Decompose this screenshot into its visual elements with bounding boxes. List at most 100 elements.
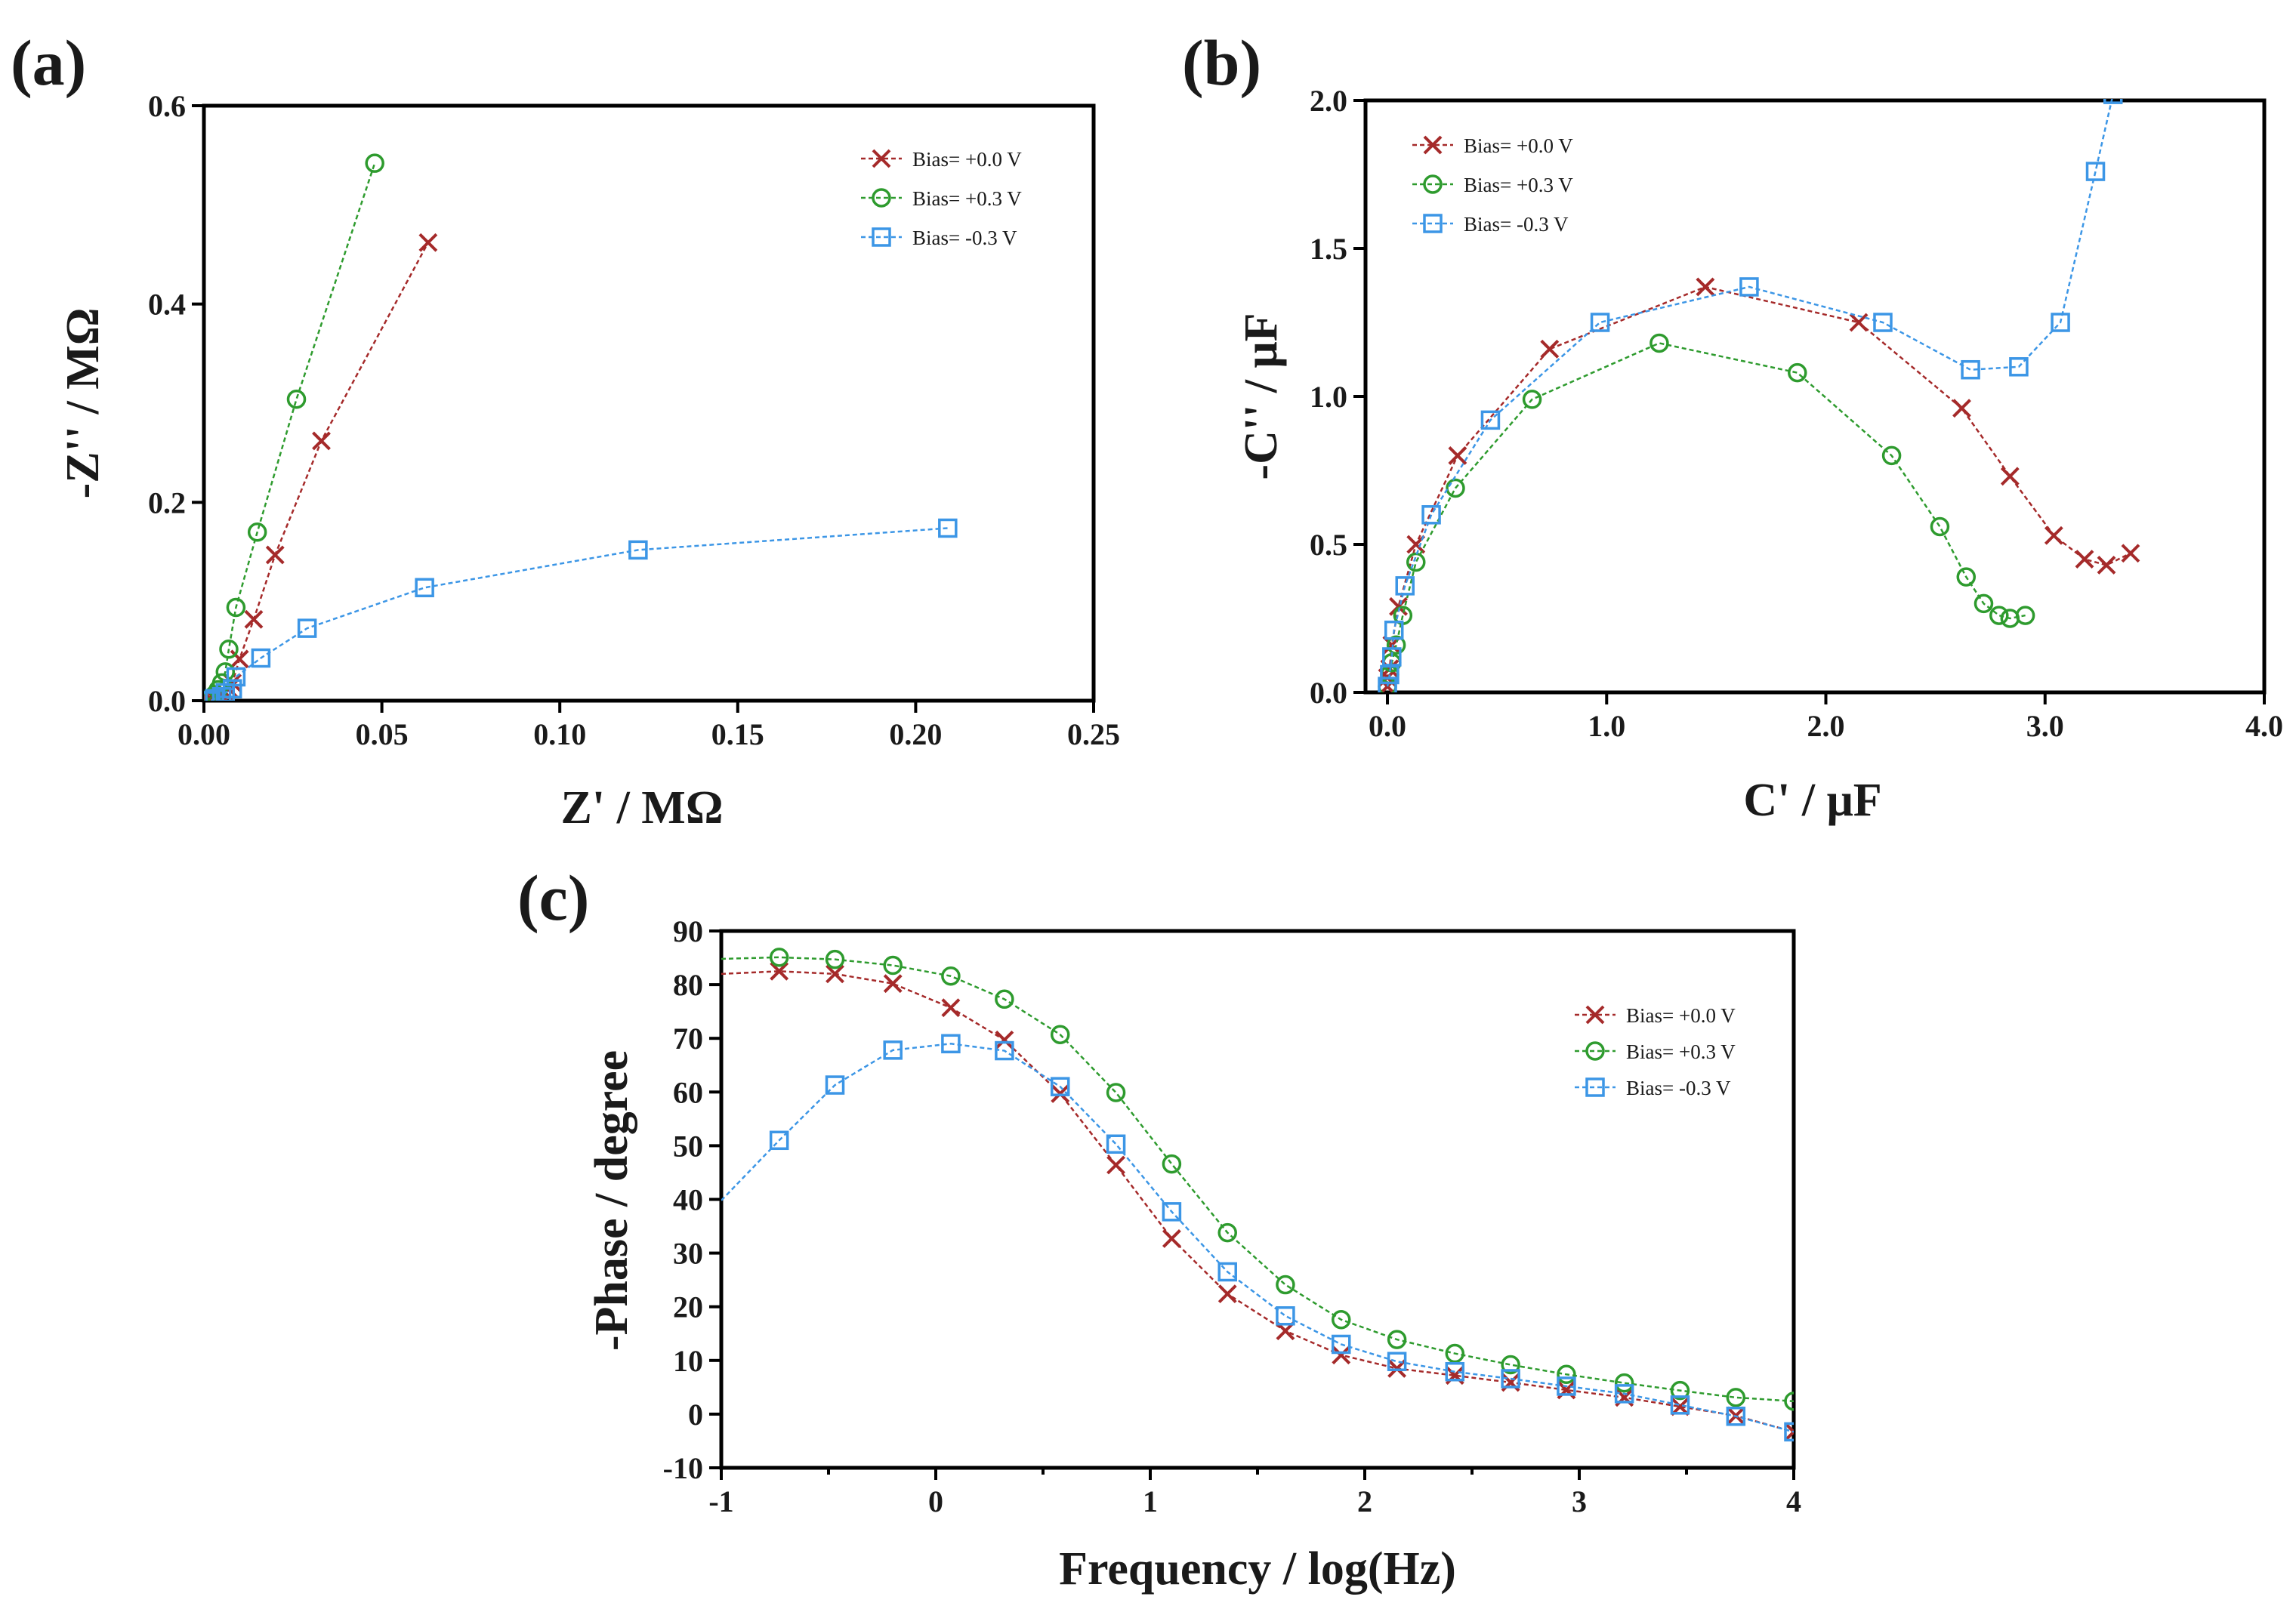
- series-line: [210, 527, 948, 701]
- legend-label: Bias= +0.3 V: [912, 187, 1022, 210]
- panel-a-letter: (a): [11, 26, 86, 99]
- data-point: [1387, 1330, 1407, 1349]
- data-point: [1162, 1228, 1181, 1248]
- legend-label: Bias= +0.0 V: [1626, 1004, 1736, 1027]
- data-point: [1162, 1154, 1182, 1174]
- x-tick-label: 0.0: [1369, 709, 1406, 743]
- y-tick-label: 2.0: [1310, 84, 1347, 118]
- data-point: [825, 949, 845, 969]
- data-point: [1386, 635, 1406, 655]
- panel-b: (b) 0.0 1.0 2.0 3.0 4.0 0.0 0.5 1.0 1.5 2.0 C' / μ…: [1182, 26, 2283, 826]
- legend: Bias= +0.0 V Bias= +0.3 V Bias= -0.3 V: [1412, 134, 1573, 236]
- legend: Bias= +0.0 V Bias= +0.3 V Bias= -0.3 V: [1575, 1004, 1736, 1099]
- data-point: [1406, 552, 1426, 572]
- data-point: [1961, 359, 1980, 380]
- x-tick-label: 3.0: [2026, 709, 2064, 743]
- y-tick-label: 0.5: [1310, 528, 1347, 562]
- plot-data: [1378, 99, 2140, 692]
- y-tick-label: 0.4: [148, 288, 186, 322]
- data-point: [1881, 445, 1902, 466]
- panel-a: (a) 0.00 0.05 0.10 0.15 0.20 0.25 0.0 0.2 0.4 0.6…: [11, 26, 1120, 834]
- y-tick-label: 70: [673, 1022, 703, 1056]
- data-point: [941, 998, 961, 1018]
- data-point: [770, 961, 789, 981]
- data-point: [1382, 647, 1402, 667]
- data-point: [226, 667, 246, 687]
- data-point: [286, 389, 307, 409]
- data-point: [1557, 1364, 1576, 1385]
- data-point: [2051, 313, 2070, 332]
- x-tick-label: 4.0: [2245, 709, 2283, 743]
- data-point: [769, 948, 789, 967]
- data-point: [628, 540, 648, 560]
- panel-b-letter: (b): [1182, 26, 1261, 99]
- data-point: [2015, 606, 2035, 625]
- data-point: [1446, 478, 1465, 498]
- y-tick-label: 30: [673, 1237, 703, 1271]
- data-point: [244, 609, 264, 629]
- data-point: [1557, 1376, 1576, 1396]
- data-point: [995, 1030, 1014, 1050]
- data-point: [1788, 362, 1807, 383]
- data-point: [1540, 339, 1560, 359]
- data-point: [1670, 1395, 1690, 1415]
- y-tick-label: 0.2: [148, 485, 186, 519]
- data-point: [1952, 399, 1971, 418]
- legend-marker: [872, 149, 891, 168]
- data-point: [1332, 1345, 1351, 1365]
- series-line: [207, 242, 429, 701]
- data-point: [2009, 357, 2029, 377]
- y-tick-label: 0.0: [148, 684, 186, 718]
- x-tick-label: 0.20: [889, 717, 942, 751]
- y-axis-title: -Phase / degree: [586, 1050, 637, 1351]
- y-tick-label: 80: [673, 968, 703, 1002]
- panel-c-letter: (c): [517, 862, 589, 934]
- y-tick-label: 0: [688, 1398, 703, 1432]
- x-tick-label: 0.05: [356, 717, 409, 751]
- x-tick-label: 0.15: [711, 717, 764, 751]
- legend-marker: [1585, 1077, 1605, 1097]
- legend-marker: [1585, 1005, 1605, 1025]
- data-point: [297, 618, 317, 638]
- data-point: [1217, 1222, 1237, 1243]
- data-point: [1480, 410, 1501, 430]
- data-point: [1726, 1388, 1746, 1407]
- legend: Bias= +0.0 V Bias= +0.3 V Bias= -0.3 V: [861, 148, 1022, 249]
- data-point: [2097, 556, 2116, 575]
- data-point: [1501, 1355, 1520, 1375]
- legend-marker: [1423, 174, 1443, 194]
- data-point: [418, 233, 438, 252]
- data-point: [1784, 1422, 1794, 1442]
- y-tick-label: 40: [673, 1183, 703, 1217]
- data-point: [826, 964, 844, 984]
- x-tick-label: 3: [1572, 1484, 1587, 1518]
- legend-label: Bias= -0.3 V: [912, 227, 1017, 249]
- data-point: [2044, 526, 2063, 545]
- data-point: [995, 1040, 1014, 1061]
- y-axis-title: -Z'' / MΩ: [57, 308, 109, 499]
- y-tick-label: 60: [673, 1075, 703, 1109]
- panel-a-plot: 0.00 0.05 0.10 0.15 0.20 0.25 0.0 0.2 0.4 0.6 Z' /…: [57, 89, 1120, 834]
- data-point: [1106, 1083, 1126, 1102]
- legend-label: Bias= +0.0 V: [1464, 134, 1573, 157]
- series-line: [1386, 342, 2026, 687]
- series-line: [721, 1043, 1794, 1433]
- data-point: [222, 679, 242, 698]
- legend-label: Bias= -0.3 V: [1626, 1077, 1731, 1099]
- x-tick-label: 0.10: [533, 717, 586, 751]
- data-point: [1784, 1422, 1794, 1441]
- data-point: [1974, 593, 1994, 614]
- data-point: [251, 648, 271, 668]
- data-point: [1989, 606, 2009, 625]
- data-point: [1784, 1392, 1794, 1411]
- data-point: [2085, 162, 2106, 181]
- x-axis-title: Z' / MΩ: [561, 782, 724, 834]
- legend-label: Bias= +0.0 V: [912, 148, 1022, 171]
- data-point: [415, 578, 434, 598]
- y-tick-label: 90: [673, 914, 703, 948]
- data-point: [1276, 1275, 1295, 1295]
- data-point: [1276, 1306, 1295, 1326]
- legend-marker: [872, 188, 891, 208]
- data-point: [883, 1040, 903, 1060]
